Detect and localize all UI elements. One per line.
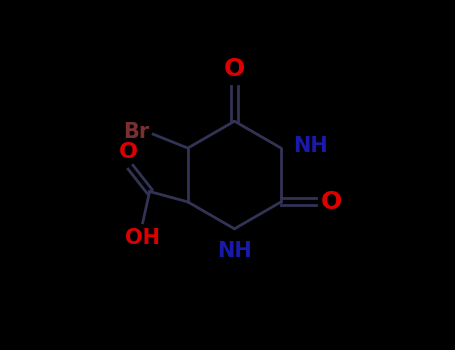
Text: NH: NH [217, 241, 252, 261]
Text: OH: OH [125, 228, 160, 248]
Text: O: O [224, 57, 245, 81]
Text: NH: NH [293, 136, 328, 156]
Text: O: O [119, 142, 138, 162]
Text: O: O [321, 190, 342, 214]
Text: Br: Br [123, 122, 150, 142]
